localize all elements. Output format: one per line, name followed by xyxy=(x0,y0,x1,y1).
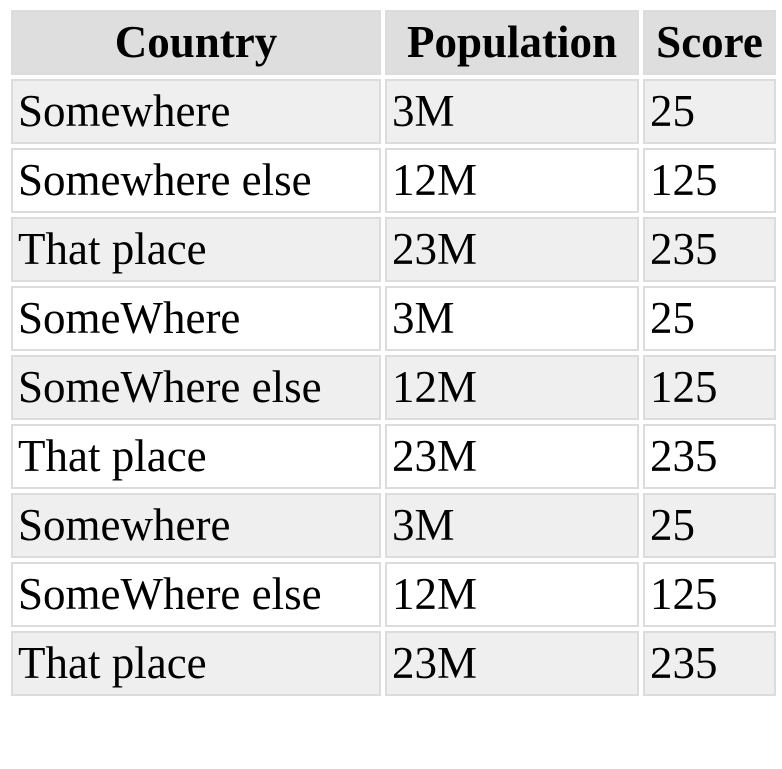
table-row: Somewhere else 12M 125 xyxy=(11,148,776,213)
population-cell: 3M xyxy=(385,493,639,558)
column-header-score: Score xyxy=(643,10,776,75)
population-cell: 3M xyxy=(385,79,639,144)
table-row: Somewhere 3M 25 xyxy=(11,493,776,558)
table-row: That place 23M 235 xyxy=(11,424,776,489)
table-row: SomeWhere 3M 25 xyxy=(11,286,776,351)
country-cell: That place xyxy=(11,424,381,489)
country-cell: Somewhere xyxy=(11,493,381,558)
country-cell: SomeWhere else xyxy=(11,562,381,627)
column-header-country: Country xyxy=(11,10,381,75)
population-cell: 23M xyxy=(385,217,639,282)
table-row: SomeWhere else 12M 125 xyxy=(11,562,776,627)
score-cell: 125 xyxy=(643,148,776,213)
country-cell: Somewhere xyxy=(11,79,381,144)
country-cell: That place xyxy=(11,217,381,282)
data-table: Country Population Score Somewhere 3M 25… xyxy=(7,6,780,700)
table-row: That place 23M 235 xyxy=(11,631,776,696)
population-cell: 12M xyxy=(385,355,639,420)
score-cell: 25 xyxy=(643,79,776,144)
score-cell: 25 xyxy=(643,493,776,558)
table-row: SomeWhere else 12M 125 xyxy=(11,355,776,420)
population-cell: 12M xyxy=(385,562,639,627)
country-cell: SomeWhere else xyxy=(11,355,381,420)
country-cell: Somewhere else xyxy=(11,148,381,213)
score-cell: 235 xyxy=(643,217,776,282)
population-cell: 12M xyxy=(385,148,639,213)
table-header-row: Country Population Score xyxy=(11,10,776,75)
table-row: Somewhere 3M 25 xyxy=(11,79,776,144)
score-cell: 235 xyxy=(643,631,776,696)
score-cell: 125 xyxy=(643,355,776,420)
score-cell: 125 xyxy=(643,562,776,627)
table-row: That place 23M 235 xyxy=(11,217,776,282)
country-cell: SomeWhere xyxy=(11,286,381,351)
score-cell: 235 xyxy=(643,424,776,489)
population-cell: 23M xyxy=(385,631,639,696)
table-container: Country Population Score Somewhere 3M 25… xyxy=(7,6,780,700)
column-header-population: Population xyxy=(385,10,639,75)
population-cell: 3M xyxy=(385,286,639,351)
country-cell: That place xyxy=(11,631,381,696)
population-cell: 23M xyxy=(385,424,639,489)
score-cell: 25 xyxy=(643,286,776,351)
